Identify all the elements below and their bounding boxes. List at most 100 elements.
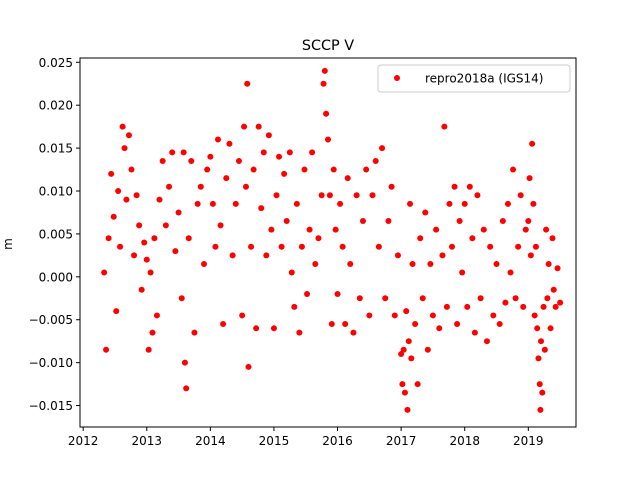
- data-point: [321, 67, 328, 74]
- data-point: [515, 243, 522, 250]
- data-point: [330, 166, 337, 173]
- data-point: [464, 303, 471, 310]
- data-point: [181, 359, 188, 366]
- data-point: [239, 312, 246, 319]
- y-tick-label: 0.015: [39, 142, 73, 156]
- data-point: [414, 381, 421, 388]
- data-point: [296, 329, 303, 336]
- data-point: [369, 192, 376, 199]
- data-point: [145, 346, 152, 353]
- data-point: [242, 183, 249, 190]
- data-point: [229, 252, 236, 259]
- data-point: [535, 355, 542, 362]
- data-point: [353, 192, 360, 199]
- y-tick-label: 0.010: [39, 185, 73, 199]
- data-point: [281, 170, 288, 177]
- data-point: [286, 149, 293, 156]
- data-point: [507, 269, 514, 276]
- x-tick-label: 2017: [386, 434, 417, 448]
- data-point: [522, 226, 529, 233]
- data-point: [550, 286, 557, 293]
- data-point: [298, 243, 305, 250]
- data-point: [325, 136, 331, 143]
- data-point: [188, 157, 195, 164]
- data-point: [105, 235, 112, 242]
- x-tick-label: 2019: [513, 434, 544, 448]
- y-tick-label: 0.005: [39, 227, 73, 241]
- data-point: [265, 132, 272, 139]
- data-point: [212, 243, 219, 250]
- data-point: [339, 243, 346, 250]
- y-tick-label: 0.000: [39, 270, 73, 284]
- data-point: [217, 222, 224, 229]
- data-point: [121, 145, 128, 152]
- data-point: [207, 153, 214, 160]
- data-point: [253, 325, 260, 332]
- data-point: [409, 260, 416, 267]
- data-point: [248, 243, 255, 250]
- chart-title: SCCP V: [302, 38, 354, 54]
- data-point: [529, 140, 536, 147]
- data-point: [544, 295, 551, 302]
- data-point: [318, 192, 325, 199]
- data-point: [136, 222, 143, 229]
- data-point: [278, 243, 285, 250]
- data-point: [471, 329, 478, 336]
- data-point: [436, 325, 443, 332]
- data-point: [366, 312, 373, 319]
- x-tick-label: 2018: [449, 434, 480, 448]
- data-point: [201, 260, 207, 267]
- data-point: [375, 243, 382, 250]
- axes: 2012 2013 2014 2015 2016 2017 2018 2019 −0.015 −0…: [29, 56, 577, 448]
- data-point: [293, 200, 300, 207]
- data-point: [530, 200, 537, 207]
- data-point: [549, 235, 556, 242]
- data-point: [391, 312, 398, 319]
- data-point: [151, 235, 158, 242]
- data-point: [250, 166, 257, 173]
- data-point: [540, 303, 547, 310]
- data-point: [291, 303, 298, 310]
- data-point: [194, 200, 201, 207]
- data-point: [388, 183, 395, 190]
- data-point: [159, 157, 166, 164]
- data-point: [454, 321, 461, 328]
- data-point: [525, 218, 532, 225]
- data-point: [536, 381, 543, 388]
- data-point: [512, 295, 519, 302]
- data-point: [427, 260, 434, 267]
- data-point: [547, 325, 554, 332]
- data-point: [499, 218, 506, 225]
- data-point: [288, 269, 295, 276]
- data-point: [451, 183, 458, 190]
- data-points: [101, 67, 564, 413]
- data-point: [283, 218, 290, 225]
- data-point: [241, 123, 248, 130]
- data-point: [273, 192, 280, 199]
- data-point: [191, 329, 198, 336]
- x-tick-label: 2015: [259, 434, 290, 448]
- y-tick-label: −0.010: [29, 356, 73, 370]
- data-point: [363, 166, 370, 173]
- data-point: [131, 252, 138, 259]
- data-point: [326, 192, 333, 199]
- data-point: [487, 243, 494, 250]
- data-point: [128, 166, 135, 173]
- data-point: [401, 389, 408, 396]
- data-point: [538, 338, 545, 345]
- data-point: [115, 188, 122, 195]
- data-point: [328, 321, 335, 328]
- data-point: [315, 235, 322, 242]
- data-point: [433, 226, 440, 233]
- data-point: [532, 243, 539, 250]
- data-point: [539, 389, 546, 396]
- data-point: [403, 308, 410, 315]
- data-point: [119, 123, 126, 130]
- data-point: [461, 200, 468, 207]
- y-axis-label: m: [1, 238, 15, 250]
- data-point: [545, 260, 552, 267]
- data-point: [270, 325, 277, 332]
- data-point: [220, 321, 227, 328]
- data-point: [531, 312, 538, 319]
